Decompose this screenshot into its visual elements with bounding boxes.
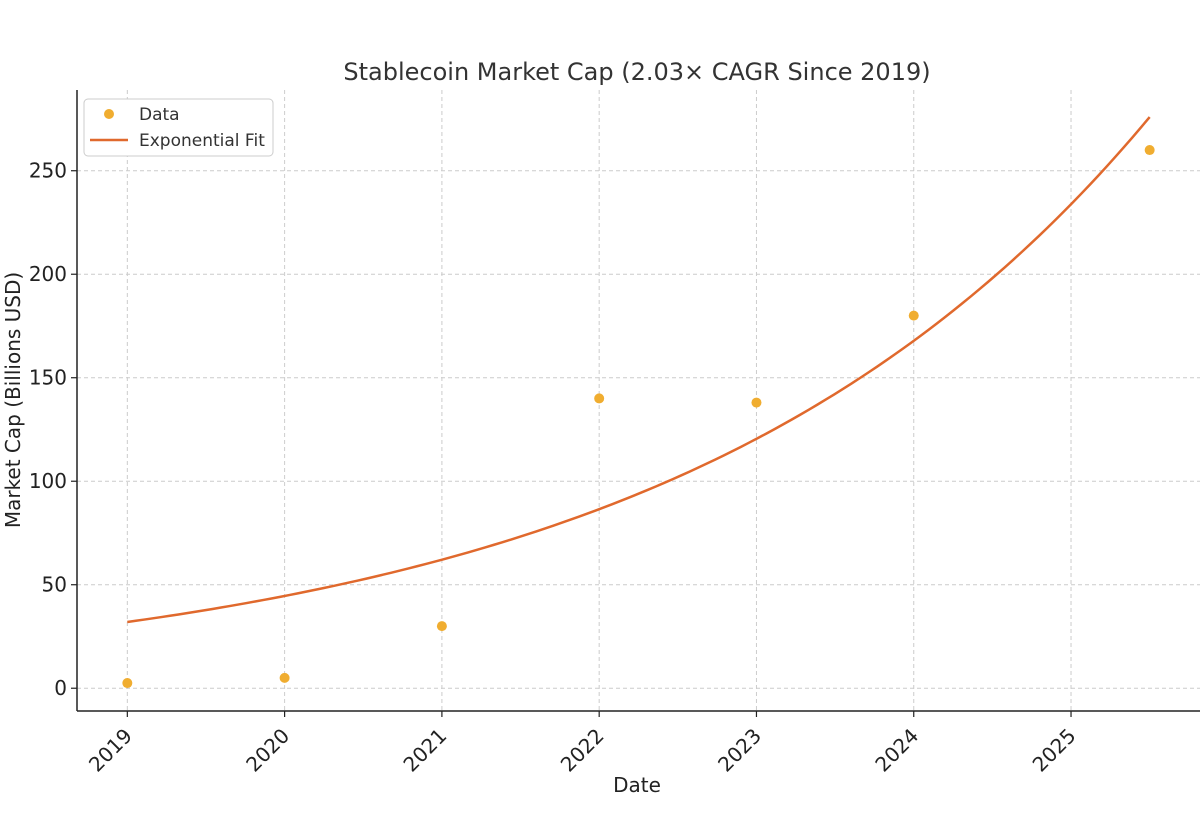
x-axis-label: Date [613,773,661,797]
x-tick-label: 2019 [84,724,137,777]
data-point [908,310,919,321]
y-tick-label: 100 [29,469,67,493]
fit-series [127,116,1151,624]
y-axis-label: Market Cap (Billions USD) [1,272,25,528]
data-point [594,393,605,404]
y-tick-label: 0 [54,676,67,700]
x-tick-label: 2024 [870,724,923,777]
legend-fit-label: Exponential Fit [139,131,265,151]
x-tick-label: 2025 [1028,724,1081,777]
y-tick-label: 250 [29,159,67,183]
x-tick-label: 2021 [398,724,451,777]
chart-title: Stablecoin Market Cap (2.03× CAGR Since … [343,58,930,86]
legend-data-label: Data [139,105,180,125]
data-point [279,672,290,683]
grid-lines [77,90,1200,711]
data-series [122,145,1155,689]
legend-box [83,98,274,157]
fit-line [127,116,1151,624]
x-axis-ticks: 2019 2020 2021 2022 2023 2024 2025 [84,711,1081,777]
y-axis-ticks: 0 50 100 150 200 250 [29,159,77,700]
x-tick-label: 2022 [556,724,609,777]
y-tick-label: 200 [29,262,67,286]
legend-data-marker [104,109,114,119]
y-tick-label: 150 [29,366,67,390]
y-tick-label: 50 [42,573,67,597]
data-point [751,397,762,408]
data-point [1144,145,1155,156]
x-tick-label: 2023 [713,724,766,777]
data-point [436,621,447,632]
legend: Data Exponential Fit [83,98,274,157]
data-point [122,678,133,689]
x-tick-label: 2020 [241,724,294,777]
